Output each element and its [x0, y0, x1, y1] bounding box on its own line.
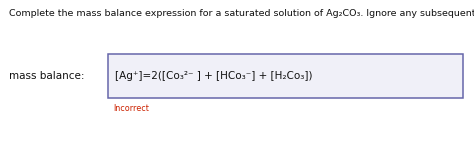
Text: Complete the mass balance expression for a saturated solution of Ag₂CO₃. Ignore : Complete the mass balance expression for…	[9, 9, 474, 18]
Text: mass balance:: mass balance:	[9, 71, 85, 81]
Text: Incorrect: Incorrect	[113, 104, 149, 113]
Text: [Ag⁺]=2([Co₃²⁻ ] + [HCo₃⁻] + [H₂Co₃]): [Ag⁺]=2([Co₃²⁻ ] + [HCo₃⁻] + [H₂Co₃])	[115, 71, 313, 81]
FancyBboxPatch shape	[108, 54, 463, 98]
